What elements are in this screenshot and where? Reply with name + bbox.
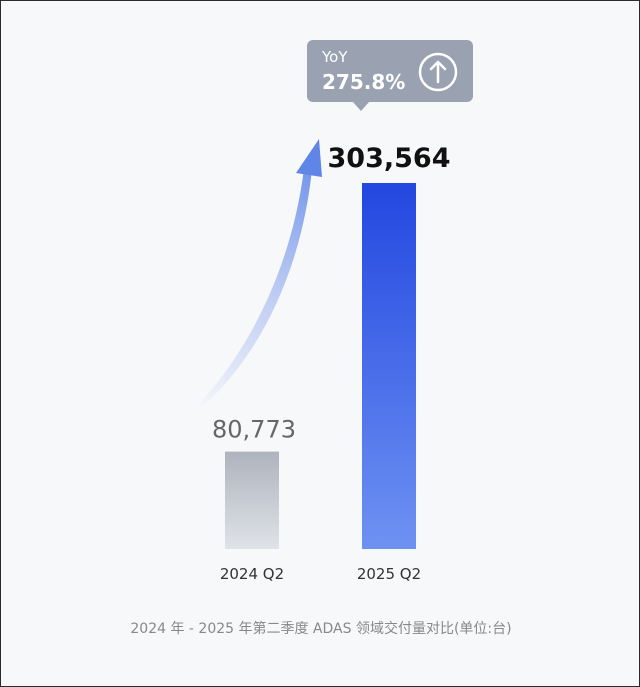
chart-caption: 2024 年 - 2025 年第二季度 ADAS 领域交付量对比(单位:台) [130, 620, 511, 637]
bar-2025-q2 [362, 183, 416, 549]
yoy-callout-pointer [353, 102, 369, 111]
arrow-up-circle-icon [418, 52, 458, 92]
growth-arrow-shaft [194, 169, 312, 411]
bar-2024-q2 [225, 451, 279, 549]
yoy-label: YoY [321, 48, 348, 66]
category-label-2025-q2: 2025 Q2 [357, 565, 421, 583]
value-label-2025-q2: 303,564 [328, 143, 451, 174]
yoy-callout: YoY 275.8% [307, 40, 473, 111]
yoy-value: 275.8% [322, 70, 405, 94]
value-label-2024-q2: 80,773 [212, 416, 296, 444]
growth-arrow-head [296, 139, 322, 177]
category-label-2024-q2: 2024 Q2 [220, 565, 284, 583]
